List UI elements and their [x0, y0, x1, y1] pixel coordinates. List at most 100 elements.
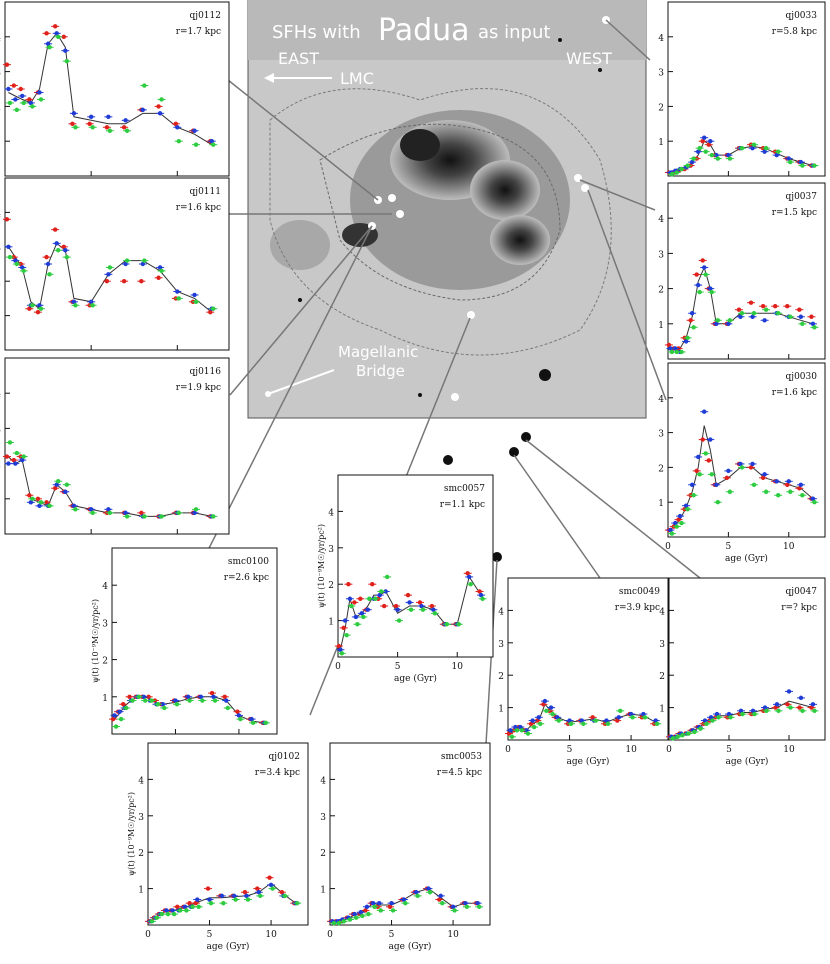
data-point — [812, 500, 817, 505]
data-point — [786, 689, 792, 694]
data-point — [7, 254, 13, 260]
data-point — [415, 893, 420, 899]
data-point — [187, 900, 192, 906]
data-point — [55, 34, 61, 39]
panel-name: qj0102 — [269, 752, 300, 762]
data-point — [697, 145, 702, 151]
data-point — [174, 702, 180, 707]
data-point — [222, 694, 227, 699]
y-tick-label: 1 — [138, 886, 144, 896]
y-tick-label: 4 — [658, 215, 664, 225]
data-point — [714, 152, 719, 158]
data-point — [810, 496, 816, 501]
data-point — [775, 149, 781, 154]
data-point — [279, 890, 285, 895]
data-point — [810, 321, 816, 326]
data-point — [13, 461, 18, 466]
panel-radius: r=2.6 kpc — [224, 573, 269, 583]
data-point — [437, 897, 442, 902]
data-point — [124, 514, 130, 519]
data-point — [106, 507, 111, 512]
y-tick-label: 3 — [0, 425, 1, 435]
data-point — [205, 886, 211, 891]
chart-frame — [667, 362, 826, 538]
data-point — [175, 125, 180, 130]
y-tick-label: 3 — [658, 69, 664, 79]
panel-radius: r=1.7 kpc — [176, 27, 221, 37]
panel-name: qj0033 — [786, 11, 818, 21]
data-point — [581, 721, 586, 726]
chart-qj0047: 1 2 3 4 0 5 10 qj0047 r=? kpc age (Gyr) — [659, 577, 826, 767]
data-point — [347, 917, 353, 922]
data-point — [697, 472, 702, 477]
data-point — [688, 318, 693, 323]
data-point — [697, 289, 702, 295]
data-point — [536, 715, 541, 720]
data-point — [703, 272, 708, 277]
data-point — [143, 698, 148, 703]
y-tick-label: 4 — [498, 607, 504, 617]
data-point — [548, 705, 554, 710]
data-point — [37, 503, 42, 509]
data-point — [748, 465, 754, 470]
data-point — [44, 254, 49, 260]
panel-name: qj0030 — [786, 372, 818, 382]
data-point — [726, 321, 731, 326]
y-tick-label: 1 — [102, 694, 108, 704]
y-tick-label: 4 — [0, 209, 1, 219]
x-tick-label: 5 — [726, 542, 732, 552]
y-tick-label: 1 — [0, 313, 1, 323]
data-point — [157, 111, 163, 116]
smc-map: SFHs with Padua as input EAST WEST LMC M… — [247, 0, 647, 562]
y-tick-label: 2 — [498, 672, 504, 682]
y-tick-label: 2 — [658, 464, 664, 474]
data-point — [18, 86, 23, 92]
data-point — [142, 514, 147, 519]
data-point — [341, 625, 346, 631]
data-point — [45, 261, 51, 267]
y-tick-label: 3 — [659, 640, 665, 650]
data-point — [797, 486, 802, 491]
data-point — [417, 600, 423, 605]
data-point — [695, 282, 701, 288]
y-tick-label: 4 — [138, 776, 144, 786]
panel-radius: r=1.9 kpc — [176, 383, 221, 393]
data-point — [550, 711, 555, 717]
data-point — [282, 893, 288, 899]
data-point — [401, 897, 407, 902]
data-point — [242, 890, 248, 895]
data-point — [110, 716, 116, 722]
x-axis-label: age (Gyr) — [207, 941, 250, 952]
data-point — [28, 500, 34, 505]
x-tick-label: 5 — [726, 745, 732, 755]
data-point — [112, 713, 117, 718]
data-point — [668, 527, 673, 533]
data-point — [370, 900, 376, 906]
data-point — [352, 911, 357, 917]
data-point — [4, 454, 10, 459]
x-tick-label: 10 — [783, 542, 795, 552]
panel-radius: r=4.5 kpc — [437, 768, 482, 778]
data-point — [258, 893, 263, 899]
x-tick-label: 5 — [567, 745, 573, 755]
data-point — [373, 596, 378, 601]
data-point — [396, 618, 402, 623]
y-tick-label: 2 — [658, 286, 664, 296]
data-point — [250, 720, 256, 726]
data-point — [736, 307, 742, 312]
y-tick-label: 1 — [0, 138, 1, 148]
data-point — [30, 104, 35, 109]
chart-smc0100: 1 2 3 4 smc0100 r=2.6 kpc ψ(t) (10⁻⁹M☉/yr/pc²) — [91, 547, 278, 735]
data-point — [669, 172, 675, 177]
data-point — [700, 258, 705, 263]
data-point — [618, 708, 623, 714]
data-point — [156, 104, 161, 109]
data-point — [339, 651, 345, 656]
data-point — [244, 893, 249, 899]
map-title-post: as input — [478, 22, 550, 43]
data-point — [11, 457, 17, 463]
chart-frame — [4, 177, 230, 351]
data-point — [123, 118, 128, 123]
data-point — [38, 97, 44, 102]
